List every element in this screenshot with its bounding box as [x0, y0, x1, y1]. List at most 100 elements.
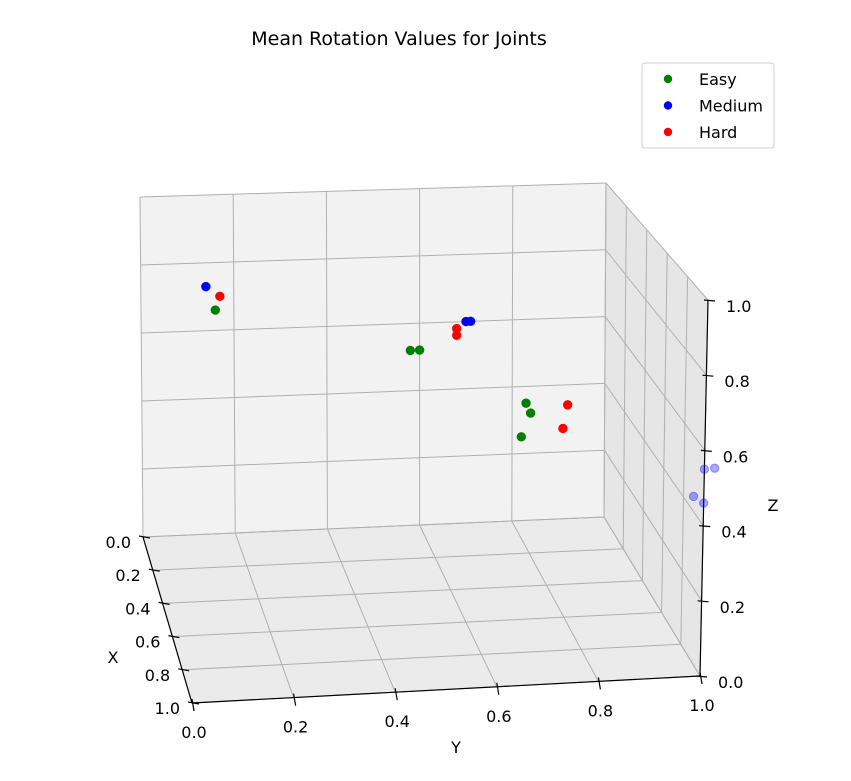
- x-tick: [138, 535, 151, 539]
- x-axis-label: X: [108, 648, 119, 667]
- tick-labels: 0.00.20.40.60.81.00.0 0.2 0.4 0.6 0.8 1.00.00…: [106, 297, 752, 742]
- grid-line: [152, 548, 624, 571]
- y-tick-label: 0.0: [181, 723, 206, 742]
- x-tick-label: 1.0: [155, 699, 180, 718]
- grid-line: [603, 449, 703, 602]
- grid-line: [680, 276, 689, 645]
- y-tick: [394, 688, 398, 701]
- y-tick: [496, 682, 500, 695]
- z-axis-label: Z: [768, 496, 779, 515]
- z-tick-label: 0.0: [718, 673, 743, 692]
- data-point-easy: [521, 398, 531, 408]
- grid: [139, 182, 709, 704]
- legend: Easy Medium Hard: [641, 62, 775, 149]
- x-tick-label: 0.0: [106, 533, 131, 552]
- data-point-medium: [699, 464, 710, 474]
- z-tick: [699, 525, 711, 528]
- floor-pane: [143, 517, 700, 703]
- y-tick-label: 0.6: [486, 707, 511, 726]
- grid-line: [162, 580, 643, 604]
- grid-line: [172, 611, 662, 638]
- grid-line: [325, 191, 328, 530]
- grid-line: [641, 229, 648, 581]
- grid-line: [182, 643, 681, 671]
- y-tick: [699, 671, 703, 685]
- chart-title: Mean Rotation Values for Joints: [251, 28, 546, 50]
- legend-label-hard: Hard: [699, 123, 737, 142]
- grid-line: [661, 253, 668, 613]
- x-tick-label: 0.8: [145, 666, 170, 685]
- grid-line: [604, 316, 706, 451]
- data-point-hard: [452, 330, 462, 340]
- z-tick: [702, 374, 714, 377]
- y-tick-label: 0.4: [384, 712, 409, 731]
- grid-line: [142, 516, 605, 538]
- grid-line: [511, 185, 514, 522]
- z-tick: [700, 449, 712, 452]
- grid-line: [605, 182, 709, 301]
- z-tick-label: 1.0: [726, 297, 751, 316]
- grid-line: [140, 249, 606, 266]
- x-tick: [187, 701, 200, 705]
- x-tick: [158, 601, 170, 605]
- y-tick-label: 1.0: [689, 696, 714, 715]
- data-point-easy: [405, 345, 416, 356]
- grid-line: [234, 532, 295, 698]
- data-point-hard: [562, 400, 573, 410]
- grid-line: [604, 383, 704, 526]
- z-tick-label: 0.8: [724, 372, 749, 391]
- y-tick: [597, 677, 601, 690]
- x-tick: [148, 568, 160, 572]
- z-tick-label: 0.6: [723, 447, 748, 466]
- y-tick-label: 0.8: [588, 701, 613, 720]
- z-tick: [703, 299, 716, 302]
- data-point-medium: [709, 463, 720, 473]
- z-tick: [695, 675, 708, 678]
- data-point-easy: [525, 408, 536, 418]
- legend-frame: [641, 62, 775, 149]
- data-point-easy: [210, 305, 221, 315]
- legend-marker-hard: [663, 127, 673, 137]
- y-tick-label: 0.2: [283, 718, 308, 737]
- z-tick-label: 0.4: [721, 523, 746, 542]
- data-point-medium: [201, 281, 211, 292]
- x-tick: [178, 668, 190, 672]
- y-axis-line: [191, 675, 701, 704]
- x-tick-label: 0.4: [125, 599, 150, 618]
- axis-lines: [142, 299, 709, 704]
- data-point-easy: [516, 432, 526, 442]
- y-axis-label: Y: [450, 738, 461, 757]
- grid-line: [603, 516, 701, 677]
- legend-label-medium: Medium: [699, 97, 763, 116]
- data-point-medium: [465, 316, 476, 327]
- grid-line: [232, 194, 236, 534]
- grid-line: [419, 524, 498, 688]
- grid-line: [511, 520, 599, 682]
- grid-line: [139, 196, 144, 538]
- z-tick: [697, 600, 709, 603]
- legend-marker-medium: [663, 101, 673, 110]
- grid-line: [142, 449, 605, 470]
- y-tick: [191, 698, 195, 712]
- grid-line: [326, 528, 396, 693]
- legend-marker-easy: [663, 74, 673, 84]
- data-points: [201, 281, 720, 508]
- data-point-medium: [698, 498, 709, 508]
- x-tick-label: 0.2: [115, 566, 140, 585]
- grid-line: [139, 182, 607, 198]
- x-axis-line: [142, 536, 193, 704]
- x-tick-label: 0.6: [135, 633, 160, 652]
- back-pane: [140, 183, 606, 537]
- data-point-hard: [215, 291, 225, 302]
- grid-line: [141, 316, 606, 334]
- z-tick-label: 0.2: [720, 598, 745, 617]
- data-point-hard: [558, 423, 568, 434]
- x-tick: [168, 635, 180, 639]
- grid-line: [622, 206, 627, 549]
- grid-line: [603, 182, 607, 518]
- y-tick: [293, 693, 297, 706]
- z-axis-line: [699, 299, 709, 677]
- axes-panes: [140, 183, 708, 703]
- legend-label-easy: Easy: [699, 70, 737, 89]
